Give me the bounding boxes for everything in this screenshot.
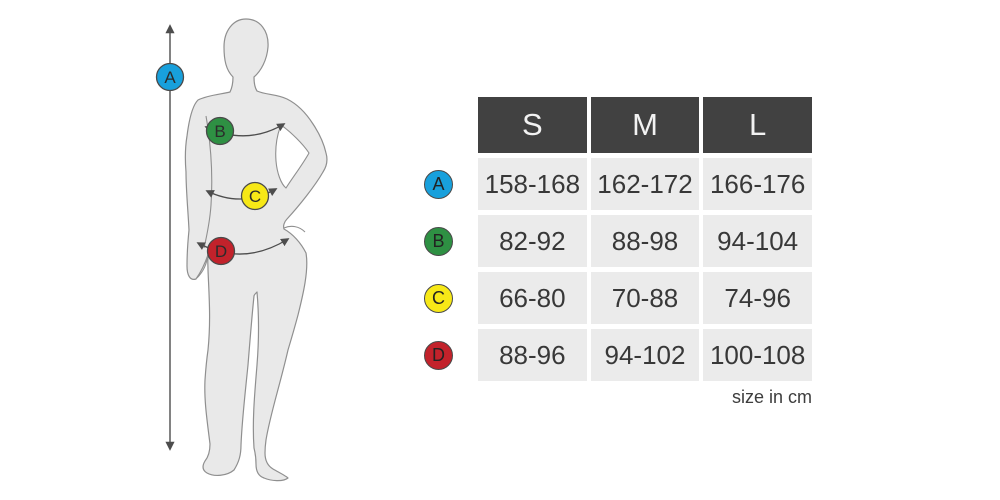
female-body-silhouette [184,18,328,482]
diagram-marker-a-circle [155,62,185,92]
diagram-marker-b-label: B [214,122,225,141]
row-marker-a-label: A [432,174,445,194]
row-marker-c: C [424,284,453,313]
column-header-s: S [478,97,587,153]
cell-waist-s: 66-80 [478,272,587,324]
cell-height-s: 158-168 [478,158,587,210]
cell-bust-l: 94-104 [703,215,812,267]
hand-hip-line [196,253,209,279]
row-marker-d: D [424,341,453,370]
hip-measure-arc [196,238,290,255]
cell-hips-m: 94-102 [590,329,700,381]
diagram-marker-b-circle [205,116,235,146]
row-marker-b: B [424,227,453,256]
cell-hips-l: 100-108 [703,329,812,381]
unit-note: size in cm [731,387,812,407]
diagram-marker-a-label: A [164,68,176,87]
row-marker-b-label: B [432,231,445,251]
diagram-marker-c-circle [240,181,270,211]
size-table: S M L 158-168 162-172 166-176 82-92 88-9… [478,97,812,381]
column-header-m: M [590,97,700,153]
diagram-marker-a: A [155,62,185,92]
diagram-marker-c-label: C [249,187,261,206]
row-marker-c-label: C [432,288,445,308]
diagram-marker-d: D [206,236,236,266]
cell-bust-m: 88-98 [590,215,700,267]
cell-bust-s: 82-92 [478,215,587,267]
cell-height-m: 162-172 [590,158,700,210]
cell-hips-s: 88-96 [478,329,587,381]
row-marker-d-label: D [432,345,445,365]
column-header-l: L [703,97,812,153]
right-hand-hip-line [283,225,306,233]
body-measurement-diagram: A B C D [155,18,328,482]
diagram-marker-b: B [205,116,235,146]
diagram-marker-d-circle [206,236,236,266]
cell-waist-m: 70-88 [590,272,700,324]
diagram-marker-c: C [240,181,270,211]
akimbo-arm-gap [275,124,310,189]
diagram-marker-d-label: D [215,242,227,261]
cell-height-l: 166-176 [703,158,812,210]
row-marker-a: A [424,170,453,199]
cell-waist-l: 74-96 [703,272,812,324]
